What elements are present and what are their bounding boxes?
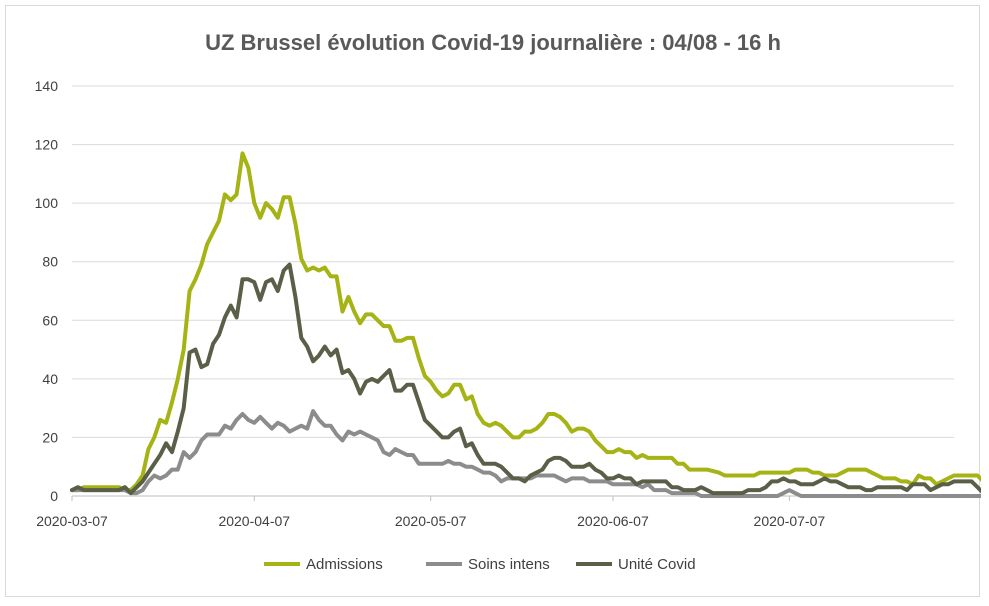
x-tick-label: 2020-06-07 <box>577 513 649 529</box>
grid <box>72 85 954 497</box>
chart-svg: UZ Brussel évolution Covid-19 journalièr… <box>35 30 981 573</box>
x-tick-label: 2020-04-07 <box>218 513 290 529</box>
series-line-admissions <box>70 151 981 493</box>
legend: Admissions Soins intens Unité Covid <box>264 556 696 573</box>
chart-title: UZ Brussel évolution Covid-19 journalièr… <box>205 30 781 55</box>
x-tick-label: 2020-07-07 <box>754 513 826 529</box>
y-tick-label: 60 <box>42 312 58 328</box>
y-tick-labels: 0 20 40 60 80 100 120 140 <box>35 78 59 504</box>
x-tick-labels: 2020-03-07 2020-04-07 2020-05-07 2020-06-07… <box>36 496 825 529</box>
legend-label-admissions: Admissions <box>306 556 383 573</box>
legend-label-soins-intens: Soins intens <box>468 556 550 573</box>
y-tick-label: 100 <box>35 195 59 211</box>
y-tick-label: 0 <box>50 488 58 504</box>
y-tick-label: 140 <box>35 78 59 94</box>
x-tick-label: 2020-03-07 <box>36 513 108 529</box>
legend-label-unit-covid: Unité Covid <box>618 556 696 573</box>
series-line-unit-covid <box>70 262 981 496</box>
chart-frame: UZ Brussel évolution Covid-19 journalièr… <box>5 5 981 597</box>
series-lines <box>70 151 981 498</box>
y-tick-label: 20 <box>42 429 58 445</box>
y-tick-label: 40 <box>42 371 58 387</box>
y-tick-label: 80 <box>42 254 58 270</box>
series-line-soins-intens <box>70 409 981 498</box>
x-tick-label: 2020-05-07 <box>395 513 467 529</box>
y-tick-label: 120 <box>35 137 59 153</box>
